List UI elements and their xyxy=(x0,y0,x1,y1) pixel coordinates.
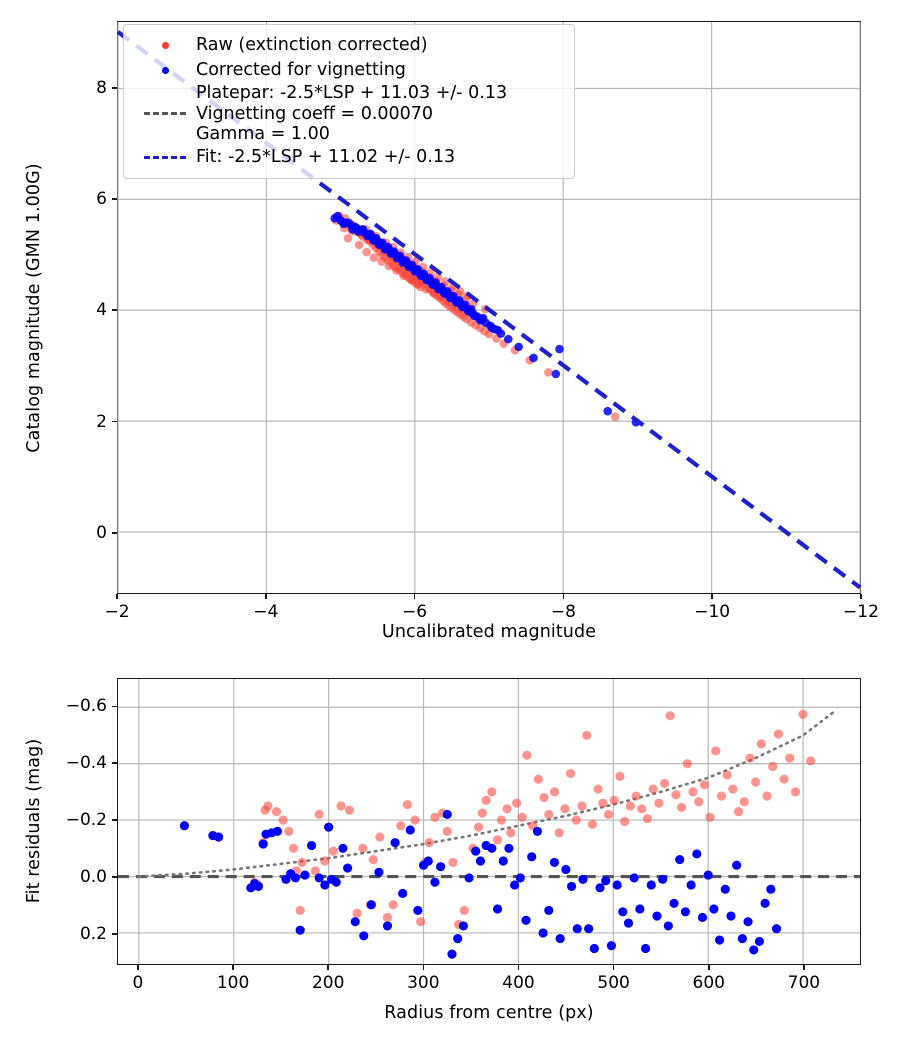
x-tick-label: 700 xyxy=(787,973,821,993)
legend-line-platepar-icon xyxy=(134,112,196,116)
legend-entry-platepar: Platepar: -2.5*LSP + 11.03 +/- 0.13 Vign… xyxy=(134,83,564,145)
y-tickmark xyxy=(112,705,117,708)
y-tick-label: 0.2 xyxy=(79,923,107,944)
x-tickmark xyxy=(327,965,329,970)
legend-entry-raw: Raw (extinction corrected) xyxy=(134,33,564,58)
y-tickmark xyxy=(112,309,117,312)
y-tickmark xyxy=(112,876,117,878)
x-tickmark xyxy=(232,965,234,970)
x-tick-label: 400 xyxy=(502,973,535,993)
legend-label-platepar-line3: Gamma = 1.00 xyxy=(196,124,330,145)
fit-residuals-ylabel: Fit residuals (mag) xyxy=(24,738,44,904)
legend-label-platepar: Platepar: -2.5*LSP + 11.03 +/- 0.13 Vign… xyxy=(196,83,507,145)
legend-line-fit-icon xyxy=(134,155,196,159)
legend-label-platepar-line2: Vignetting coeff = 0.00070 xyxy=(196,103,434,124)
y-tickmark xyxy=(112,420,117,423)
y-tickmark xyxy=(112,932,117,935)
fit-residuals-plot-area xyxy=(118,679,860,964)
x-tick-label: −8 xyxy=(550,602,576,622)
photometry-calibration-plot-area xyxy=(116,22,862,593)
x-tick-label: −10 xyxy=(694,602,731,622)
y-tickmark xyxy=(112,819,117,821)
x-tick-label: 0 xyxy=(132,973,144,993)
x-tick-label: −4 xyxy=(253,602,279,622)
y-tick-label: 8 xyxy=(96,77,107,98)
x-tickmark xyxy=(413,594,416,599)
x-tick-label: −12 xyxy=(843,602,879,622)
photometry-calibration-xlabel: Uncalibrated magnitude xyxy=(381,622,597,642)
y-tick-label: 0 xyxy=(96,522,107,543)
x-tick-label: 100 xyxy=(216,973,250,993)
y-tickmark xyxy=(112,762,117,765)
x-tickmark xyxy=(803,965,805,970)
x-tick-label: 300 xyxy=(407,973,440,993)
y-tick-label: 6 xyxy=(96,189,107,210)
x-tick-label: 500 xyxy=(597,973,630,993)
x-tickmark xyxy=(860,594,862,599)
x-tickmark xyxy=(612,965,615,970)
y-tick-label: −0.2 xyxy=(65,810,107,831)
x-tickmark xyxy=(711,594,713,599)
y-tickmark xyxy=(112,198,117,200)
y-tick-label: 0.0 xyxy=(79,866,107,887)
x-tickmark xyxy=(562,594,565,599)
legend-label-raw: Raw (extinction corrected) xyxy=(196,34,428,55)
fit-residuals-xlabel: Radius from centre (px) xyxy=(384,1003,594,1023)
legend-marker-corrected-icon xyxy=(134,67,196,74)
y-tick-label: −0.4 xyxy=(65,753,107,774)
legend: Raw (extinction corrected) Corrected for… xyxy=(123,24,575,179)
legend-entry-fit: Fit: -2.5*LSP + 11.02 +/- 0.13 xyxy=(134,145,564,170)
x-tick-label: −6 xyxy=(402,602,428,622)
y-tickmark xyxy=(112,86,117,89)
legend-label-fit: Fit: -2.5*LSP + 11.02 +/- 0.13 xyxy=(196,146,456,167)
legend-label-corrected: Corrected for vignetting xyxy=(196,59,406,80)
legend-label-platepar-line1: Platepar: -2.5*LSP + 11.03 +/- 0.13 xyxy=(196,83,508,103)
x-tickmark xyxy=(137,965,139,970)
legend-marker-raw-icon xyxy=(134,42,196,49)
x-tick-label: 200 xyxy=(311,973,345,993)
y-tick-label: −0.6 xyxy=(65,696,107,717)
x-tick-label: 600 xyxy=(692,973,725,993)
y-tick-label: 4 xyxy=(96,300,107,321)
x-tickmark xyxy=(517,965,520,970)
photometry-calibration-ylabel: Catalog magnitude (GMN 1.00G) xyxy=(24,163,44,453)
legend-entry-corrected: Corrected for vignetting xyxy=(134,58,564,83)
fit-residuals-axes xyxy=(117,678,861,965)
x-tickmark xyxy=(265,594,267,599)
x-tick-label: −2 xyxy=(104,602,130,622)
x-tickmark xyxy=(422,965,425,970)
x-tickmark xyxy=(707,965,710,970)
y-tickmark xyxy=(112,532,117,534)
x-tickmark xyxy=(116,594,118,599)
y-tick-label: 2 xyxy=(96,411,107,432)
